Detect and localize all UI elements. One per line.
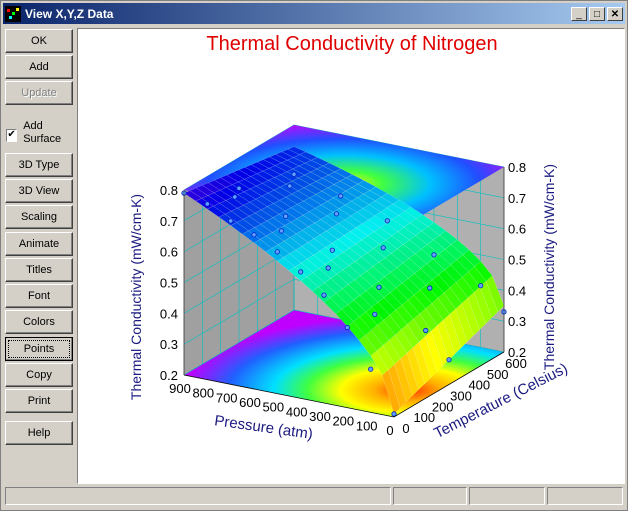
colors-button[interactable]: Colors xyxy=(5,310,73,334)
update-button[interactable]: Update xyxy=(5,81,73,105)
chart-title: Thermal Conductivity of Nitrogen xyxy=(206,33,498,55)
z-tick-label-left: 0.7 xyxy=(160,214,178,229)
z-tick-label-right: 0.8 xyxy=(508,160,526,175)
z-tick-label-left: 0.3 xyxy=(160,337,178,352)
data-point xyxy=(283,213,289,219)
ok-button[interactable]: OK xyxy=(5,29,73,53)
data-point xyxy=(344,324,350,331)
data-point xyxy=(333,211,340,217)
x-tick-label: 0 xyxy=(386,423,393,438)
data-point xyxy=(251,232,257,238)
data-point xyxy=(427,285,433,291)
3d-view-button[interactable]: 3D View xyxy=(5,179,73,203)
data-point xyxy=(380,245,386,251)
points-button[interactable]: Points xyxy=(5,337,73,361)
plot-area[interactable]: Thermal Conductivity of Nitrogen xyxy=(77,28,625,484)
data-point xyxy=(446,357,452,363)
scaling-button[interactable]: Scaling xyxy=(5,205,73,229)
z-axis-title-left: Thermal Conductivity (mW/cm-K) xyxy=(128,194,144,400)
app-icon xyxy=(5,5,21,22)
status-panel-2 xyxy=(393,487,467,505)
close-icon[interactable]: ✕ xyxy=(607,6,623,21)
y-tick-label: 0 xyxy=(402,421,409,436)
font-button[interactable]: Font xyxy=(5,284,73,308)
add-surface-checkbox[interactable]: ✔ Add Surface xyxy=(6,120,74,150)
data-point xyxy=(372,311,378,317)
data-point xyxy=(232,194,238,200)
title-bar[interactable]: View X,Y,Z Data _ □ ✕ xyxy=(3,3,625,24)
print-button[interactable]: Print xyxy=(5,389,73,413)
data-point xyxy=(204,201,210,207)
status-panel-main xyxy=(5,487,391,505)
x-tick-label: 900 xyxy=(169,381,191,396)
data-point xyxy=(391,411,397,417)
z-tick-label-right: 0.6 xyxy=(508,222,526,237)
data-point xyxy=(478,283,484,289)
data-point xyxy=(431,252,437,258)
z-tick-label-left: 0.6 xyxy=(160,245,178,260)
z-tick-label-left: 0.4 xyxy=(160,306,178,321)
window-title: View X,Y,Z Data xyxy=(25,6,114,21)
data-point xyxy=(368,366,374,372)
status-panel-3 xyxy=(469,487,545,505)
3d-type-button[interactable]: 3D Type xyxy=(5,153,73,177)
z-tick-label-right: 0.3 xyxy=(508,314,526,329)
data-point xyxy=(278,228,285,234)
status-panel-4 xyxy=(547,487,623,505)
help-button[interactable]: Help xyxy=(5,421,73,445)
data-point xyxy=(298,269,304,275)
z-tick-label-right: 0.2 xyxy=(508,345,526,360)
x-tick-label: 400 xyxy=(286,404,308,419)
x-tick-label: 300 xyxy=(309,409,331,424)
surface-cell xyxy=(287,146,307,155)
z-tick-label-left: 0.5 xyxy=(160,276,178,291)
y-tick-label: 100 xyxy=(413,410,435,425)
y-tick-label: 400 xyxy=(468,378,490,393)
y-tick-label: 500 xyxy=(487,367,509,382)
add-surface-label: Add Surface xyxy=(23,120,62,145)
y-tick-label: 200 xyxy=(432,399,454,414)
z-tick-label-right: 0.5 xyxy=(508,253,526,268)
x-tick-label: 700 xyxy=(216,390,238,405)
z-tick-label-right: 0.7 xyxy=(508,191,526,206)
data-point xyxy=(384,218,390,224)
x-tick-label: 800 xyxy=(192,386,214,401)
data-point xyxy=(321,292,327,298)
animate-button[interactable]: Animate xyxy=(5,232,73,256)
z-tick-label-left: 0.8 xyxy=(160,183,178,198)
data-point xyxy=(236,185,242,191)
data-point xyxy=(338,193,344,199)
data-point xyxy=(287,183,293,189)
minimize-icon[interactable]: _ xyxy=(571,6,587,21)
data-point xyxy=(228,218,234,224)
y-tick-label: 300 xyxy=(450,389,472,404)
copy-button[interactable]: Copy xyxy=(5,363,73,387)
x-tick-label: 100 xyxy=(356,418,378,433)
x-tick-label: 600 xyxy=(239,395,261,410)
data-point xyxy=(274,249,280,255)
data-point xyxy=(376,284,382,290)
x-tick-label: 500 xyxy=(262,400,284,415)
maximize-icon[interactable]: □ xyxy=(589,6,605,21)
data-point xyxy=(325,265,331,271)
add-button[interactable]: Add xyxy=(5,55,73,79)
checkmark-icon[interactable]: ✔ xyxy=(6,129,18,142)
data-point xyxy=(291,171,297,177)
base-frame xyxy=(183,351,505,418)
status-bar xyxy=(5,487,625,507)
data-point xyxy=(423,327,429,334)
z-axis-title-right: Thermal Conductivity (mW/cm-K) xyxy=(541,164,557,370)
x-tick-label: 200 xyxy=(332,414,354,429)
z-tick-label-right: 0.4 xyxy=(508,283,526,298)
y-tick-label: 600 xyxy=(505,356,527,371)
titles-button[interactable]: Titles xyxy=(5,258,73,282)
z-tick-label-left: 0.2 xyxy=(160,368,178,383)
data-point xyxy=(329,247,335,253)
surface-chart: 0100200300400500600700800900010020030040… xyxy=(128,124,571,443)
